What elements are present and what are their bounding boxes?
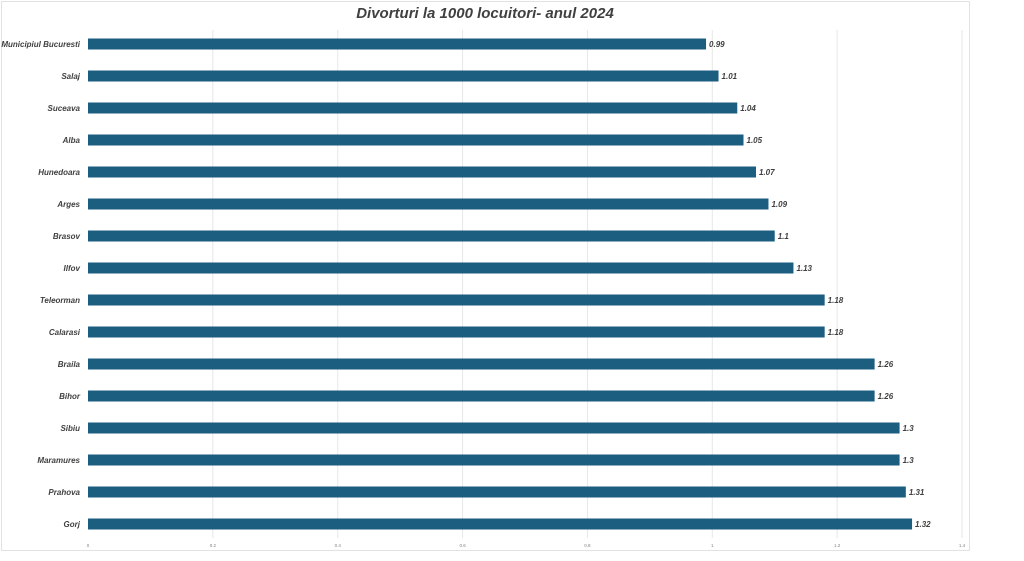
category-label: Sibiu	[60, 424, 80, 433]
x-tick-label: 0.4	[335, 543, 342, 548]
category-label: Ilfov	[64, 264, 81, 273]
value-label: 1.18	[828, 328, 844, 337]
bar	[88, 294, 825, 306]
bar	[88, 454, 900, 466]
category-label: Salaj	[61, 72, 80, 81]
category-label: Braila	[58, 360, 81, 369]
category-label: Bihor	[59, 392, 81, 401]
x-tick-label: 0	[87, 543, 90, 548]
category-label: Teleorman	[40, 296, 80, 305]
category-label: Suceava	[48, 104, 81, 113]
bar	[88, 358, 875, 370]
category-labels: Municipiul Bucuresti Salaj Suceava Alba Hune…	[1, 40, 81, 529]
value-label: 1.01	[722, 72, 738, 81]
bar	[88, 262, 794, 274]
category-label: Calarasi	[49, 328, 81, 337]
value-label: 1.32	[915, 520, 931, 529]
value-label: 1.04	[740, 104, 756, 113]
value-label: 0.99	[709, 40, 725, 49]
x-tick-label: 0.2	[210, 543, 217, 548]
x-tick-label: 0.8	[584, 543, 591, 548]
category-label: Prahova	[48, 488, 80, 497]
value-label: 1.31	[909, 488, 925, 497]
value-label: 1.18	[828, 296, 844, 305]
x-tick-label: 1.4	[959, 543, 966, 548]
value-label: 1.26	[878, 360, 894, 369]
value-label: 1.05	[747, 136, 763, 145]
value-label: 1.26	[878, 392, 894, 401]
category-label: Arges	[56, 200, 80, 209]
bar	[88, 486, 906, 498]
chart-title: Divorturi la 1000 locuitori- anul 2024	[356, 5, 614, 22]
value-label: 1.13	[796, 264, 812, 273]
x-tick-label: 1.2	[834, 543, 841, 548]
value-label: 1.07	[759, 168, 775, 177]
bar	[88, 230, 775, 242]
bar	[88, 134, 744, 146]
gridlines	[212, 30, 963, 538]
value-label: 1.1	[778, 232, 790, 241]
category-label: Maramures	[37, 456, 80, 465]
category-label: Brasov	[53, 232, 81, 241]
x-tick-label: 1	[711, 543, 714, 548]
value-label: 1.3	[903, 424, 915, 433]
bar	[88, 326, 825, 338]
bar	[88, 198, 769, 210]
bar	[88, 422, 900, 434]
bar	[88, 38, 707, 50]
category-label: Alba	[62, 136, 81, 145]
x-tick-label: 0.6	[459, 543, 466, 548]
bar	[88, 518, 913, 530]
bars	[88, 38, 913, 530]
bar	[88, 70, 719, 82]
category-label: Hunedoara	[38, 168, 80, 177]
x-axis-ticks: 0 0.2 0.4 0.6 0.8 1 1.2 1.4	[87, 543, 966, 548]
bar	[88, 166, 756, 178]
value-label: 1.3	[903, 456, 915, 465]
category-label: Municipiul Bucuresti	[1, 40, 80, 49]
value-labels: 0.99 1.01 1.04 1.05 1.07 1.09 1.1 1.13 1.18 1.18 1…	[709, 40, 931, 529]
bar	[88, 102, 738, 114]
category-label: Gorj	[64, 520, 81, 529]
bar	[88, 390, 875, 402]
value-label: 1.09	[771, 200, 787, 209]
